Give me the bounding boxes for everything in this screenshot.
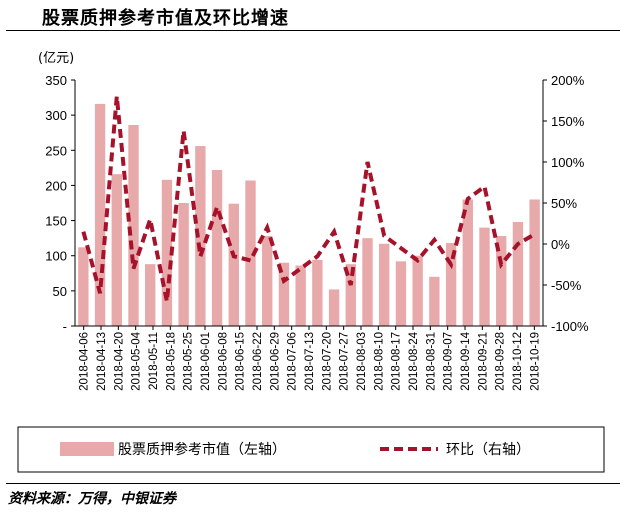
bar [195,146,206,326]
x-tick-label: 2018-09-14 [460,331,472,390]
x-tick-label: 2018-04-13 [96,332,108,391]
right-tick-label: 150% [551,114,585,129]
title-divider [6,30,620,31]
bar [145,264,156,326]
x-tick-label: 2018-09-21 [477,332,489,391]
x-tick-label: 2018-08-10 [373,332,385,391]
legend-line-label: 环比（右轴） [446,442,530,458]
bar [295,265,306,326]
axes [71,79,547,330]
x-tick-label: 2018-08-17 [391,332,403,391]
x-tick-label: 2018-09-07 [443,332,455,391]
right-tick-label: 50% [551,196,577,211]
x-tick-label: 2018-08-24 [408,331,420,390]
left-axis-unit-label: (亿元) [38,51,74,66]
bar [245,180,256,326]
bar [111,174,122,326]
bar [462,199,473,326]
x-tick-label: 2018-04-20 [113,332,125,391]
chart-title: 股票质押参考市值及环比增速 [42,8,289,29]
x-tick-label: 2018-08-31 [425,332,437,391]
bar [312,259,323,326]
bar [445,243,457,326]
left-tick-label: 300 [45,108,67,123]
x-tick-label: 2018-07-13 [304,332,316,391]
x-tick-label: 2018-07-20 [321,332,333,391]
bar [328,289,340,326]
legend-bar-label: 股票质押参考市值（左轴） [118,441,286,458]
x-tick-label: 2018-06-15 [235,332,247,391]
x-tick-label: 2018-04-06 [79,332,91,391]
x-tick-label: 2018-06-29 [269,332,281,391]
bar-series [78,103,540,327]
tick-labels: - 50 100 150 200 250 300 350 -100% -50% 0% 50% 100% 1… [45,73,589,391]
left-tick-label: 150 [45,214,67,229]
bar [496,236,507,326]
bar [228,203,239,326]
right-tick-label: -100% [551,319,589,334]
left-tick-label: 200 [45,178,67,193]
x-tick-label: 2018-09-28 [495,332,507,391]
bar [345,264,356,326]
legend-bar-swatch [60,442,114,456]
left-tick-label: 350 [45,73,67,88]
bar [161,179,173,326]
right-tick-label: -50% [551,278,582,293]
ratio-line-series [81,96,536,302]
bar [128,124,139,327]
right-tick-label: 100% [551,155,585,170]
legend-box [17,426,605,473]
left-tick-label: 250 [45,143,67,158]
bar [262,236,273,326]
right-tick-label: 0% [551,237,570,252]
bar [211,169,223,326]
bar [362,238,373,326]
bar [178,203,189,326]
x-tick-label: 2018-05-18 [165,332,177,391]
bar [429,276,440,326]
x-tick-label: 2018-08-03 [356,332,368,391]
left-tick-label: 50 [53,284,67,299]
ratio-line-points [83,96,535,302]
bar [395,261,407,326]
x-tick-label: 2018-06-22 [252,332,264,391]
bar [379,243,390,326]
x-tick-label: 2018-05-11 [148,332,160,390]
right-tick-label: 200% [551,73,585,88]
x-tick-label: 2018-10-19 [529,332,541,391]
bar [94,103,106,326]
bar [512,221,524,326]
source-note: 资料来源：万得，中银证券 [8,491,176,507]
x-tick-label: 2018-07-27 [339,332,351,391]
left-tick-label: 100 [45,249,67,264]
left-tick-label: - [63,319,67,334]
legend: 股票质押参考市值（左轴） 环比（右轴） [17,426,605,473]
x-tick-label: 2018-06-08 [217,332,229,391]
x-tick-label: 2018-05-25 [183,332,195,391]
bar [78,247,89,326]
x-tick-label: 2018-05-04 [131,331,143,390]
bar [278,262,290,326]
footer-divider [6,483,620,484]
x-tick-label: 2018-07-06 [287,332,299,391]
bar [479,227,490,326]
x-tick-label: 2018-10-12 [512,332,524,391]
bar [529,199,540,326]
bar [412,255,423,326]
x-tick-label: 2018-06-01 [200,332,212,391]
